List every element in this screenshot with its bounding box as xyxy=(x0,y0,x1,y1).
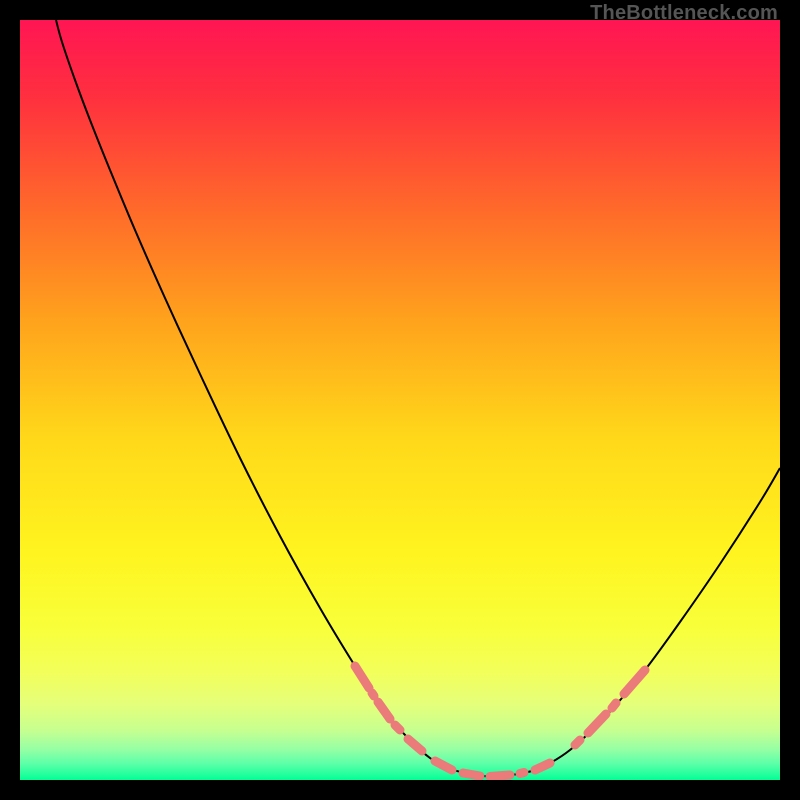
chart-frame: TheBottleneck.com xyxy=(0,0,800,800)
dash-segment xyxy=(395,725,400,730)
watermark-text: TheBottleneck.com xyxy=(590,2,778,25)
dash-segment xyxy=(490,775,510,777)
dash-segment xyxy=(463,773,480,776)
dash-segment xyxy=(575,740,580,745)
plot-svg xyxy=(20,20,780,780)
dash-segment xyxy=(520,773,524,774)
dash-segment xyxy=(372,693,374,696)
dash-segment xyxy=(612,703,616,708)
gradient-background xyxy=(20,20,780,780)
dash-segment xyxy=(535,763,550,770)
plot-area xyxy=(20,20,780,780)
